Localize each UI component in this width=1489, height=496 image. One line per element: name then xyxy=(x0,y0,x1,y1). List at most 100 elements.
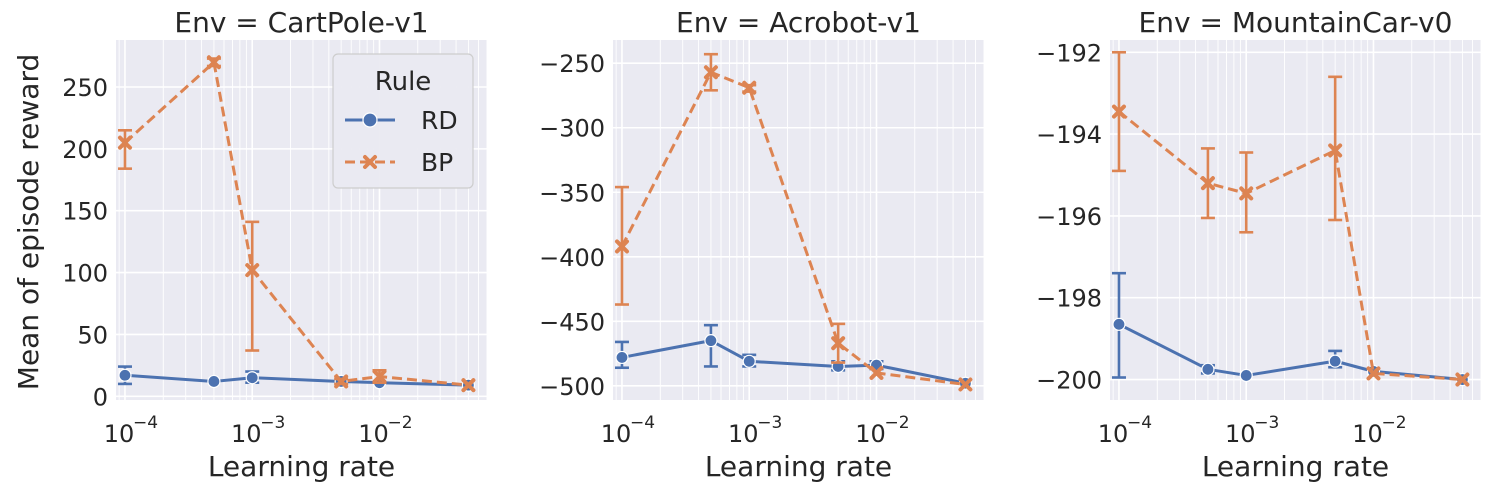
y-tick-label: −196 xyxy=(1036,203,1102,231)
data-point xyxy=(461,378,476,393)
marker-stroke xyxy=(206,55,221,70)
panel-title: Env = CartPole-v1 xyxy=(174,6,428,39)
plot-area xyxy=(1110,40,1481,400)
x-tick-label: 10 xyxy=(1098,420,1129,448)
x-tick-exponent: −4 xyxy=(1127,413,1152,433)
marker-stroke xyxy=(1200,176,1215,191)
y-tick-label: −300 xyxy=(539,115,605,143)
y-tick-label: 250 xyxy=(62,74,108,102)
legend-box xyxy=(332,53,474,189)
x-axis-label: Learning rate xyxy=(208,450,395,483)
y-tick-label: 150 xyxy=(62,198,108,226)
data-point xyxy=(245,263,260,278)
x-tick-label: 10 xyxy=(601,420,632,448)
series-bp xyxy=(117,55,476,393)
data-point xyxy=(118,368,132,382)
x-tick-exponent: −2 xyxy=(884,413,909,433)
x-axis-label: Learning rate xyxy=(705,450,892,483)
series-line xyxy=(124,373,469,387)
marker-stroke xyxy=(614,239,629,254)
data-point xyxy=(1200,176,1215,191)
data-point xyxy=(703,65,718,80)
x-tick-exponent: −3 xyxy=(757,413,782,433)
plot-area xyxy=(613,40,984,400)
series-line xyxy=(620,70,966,387)
legend-label: RD xyxy=(421,106,458,135)
marker-stroke xyxy=(1366,366,1381,381)
x-tick-label: 10 xyxy=(855,420,886,448)
data-point xyxy=(334,374,349,389)
y-tick-label: 0 xyxy=(93,383,108,411)
marker-stroke xyxy=(334,374,349,389)
x-tick-label: 10 xyxy=(104,420,135,448)
legend-title: Rule xyxy=(375,67,432,97)
data-point xyxy=(372,369,387,384)
marker-stroke xyxy=(958,377,973,392)
x-tick-label: 10 xyxy=(231,420,262,448)
marker-stroke xyxy=(869,365,884,380)
marker-stroke xyxy=(703,65,718,80)
data-point xyxy=(742,80,757,95)
series-bp xyxy=(614,52,973,392)
panel-title: Env = Acrobot-v1 xyxy=(676,6,921,39)
data-point xyxy=(958,377,973,392)
series-line xyxy=(1118,110,1463,382)
legend-marker xyxy=(362,112,378,128)
y-tick-label: 50 xyxy=(77,321,108,349)
legend: Rule RD BP xyxy=(332,53,474,189)
legend-item-rd: RD xyxy=(345,106,458,135)
series-line xyxy=(123,60,469,387)
x-tick-exponent: −3 xyxy=(260,413,285,433)
x-tick-label: 10 xyxy=(1352,420,1383,448)
data-point xyxy=(869,365,884,380)
marker-stroke xyxy=(461,378,476,393)
marker-stroke xyxy=(742,80,757,95)
data-point xyxy=(245,371,259,385)
y-tick-label: −500 xyxy=(539,373,605,401)
legend-marker xyxy=(363,155,377,169)
x-tick-exponent: −4 xyxy=(630,413,655,433)
data-point xyxy=(117,135,132,150)
data-point xyxy=(1112,317,1126,331)
legend-label: BP xyxy=(421,148,453,177)
legend-item-bp: BP xyxy=(345,148,453,177)
x-tick-label: 10 xyxy=(1225,420,1256,448)
x-tick-label: 10 xyxy=(358,420,389,448)
data-point xyxy=(1328,143,1343,158)
data-point xyxy=(704,334,718,348)
y-tick-label: −198 xyxy=(1036,285,1102,313)
marker-stroke xyxy=(117,135,132,150)
x-tick-exponent: −2 xyxy=(1381,413,1406,433)
x-axis-label: Learning rate xyxy=(1202,450,1389,483)
x-tick-exponent: −2 xyxy=(387,413,412,433)
data-point xyxy=(1111,104,1126,119)
series-rd xyxy=(1111,271,1470,387)
y-tick-label: 100 xyxy=(62,260,108,288)
y-tick-label: −194 xyxy=(1036,121,1102,149)
marker-stroke xyxy=(372,369,387,384)
y-tick-label: −400 xyxy=(539,244,605,272)
data-point xyxy=(742,354,756,368)
data-point xyxy=(1328,354,1342,368)
marker-stroke xyxy=(831,336,846,351)
data-point xyxy=(1366,366,1381,381)
series-line xyxy=(1118,322,1463,382)
series-bp xyxy=(1111,50,1470,387)
x-tick-exponent: −3 xyxy=(1254,413,1279,433)
data-point xyxy=(831,336,846,351)
panel-title: Env = MountainCar-v0 xyxy=(1139,6,1453,39)
y-axis-label: Mean of episode reward xyxy=(12,54,45,390)
marker-stroke xyxy=(1455,372,1470,387)
data-point xyxy=(615,350,629,365)
marker-stroke xyxy=(1239,186,1254,201)
data-point xyxy=(614,239,629,254)
marker-stroke xyxy=(1111,104,1126,119)
marker-stroke xyxy=(1328,143,1343,158)
marker-stroke xyxy=(245,263,260,278)
x-tick-exponent: −4 xyxy=(133,413,158,433)
data-point xyxy=(206,55,221,70)
